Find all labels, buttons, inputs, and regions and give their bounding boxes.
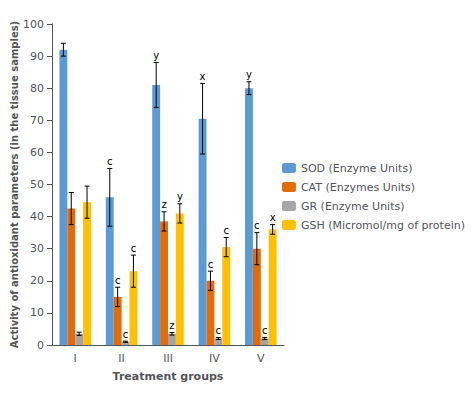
svg-text:Activity of antioxidant parame: Activity of antioxidant parameters (in t… [9, 21, 20, 348]
svg-text:I: I [74, 352, 77, 365]
svg-text:80: 80 [30, 82, 44, 95]
svg-text:c: c [131, 243, 137, 254]
svg-text:y: y [153, 50, 159, 61]
svg-text:c: c [115, 275, 121, 286]
svg-text:40: 40 [30, 210, 44, 223]
svg-text:y: y [246, 69, 252, 80]
svg-text:y: y [177, 191, 183, 202]
svg-text:90: 90 [30, 50, 44, 63]
svg-text:z: z [169, 320, 174, 331]
svg-text:70: 70 [30, 114, 44, 127]
svg-text:IV: IV [209, 352, 220, 365]
svg-text:II: II [118, 352, 125, 365]
svg-text:100: 100 [23, 18, 44, 31]
svg-text:x: x [200, 71, 206, 82]
svg-text:c: c [123, 329, 129, 340]
svg-text:SOD (Enzyme Units): SOD (Enzyme Units) [301, 162, 413, 175]
svg-text:GR (Enzyme Units): GR (Enzyme Units) [301, 200, 405, 213]
svg-text:GSH (Micromol/mg of protein): GSH (Micromol/mg of protein) [301, 219, 465, 232]
svg-text:c: c [208, 259, 214, 270]
svg-text:V: V [257, 352, 265, 365]
svg-text:c: c [223, 225, 229, 236]
svg-text:c: c [216, 325, 222, 336]
svg-text:x: x [270, 212, 276, 223]
svg-text:60: 60 [30, 146, 44, 159]
svg-text:20: 20 [30, 274, 44, 287]
svg-text:z: z [161, 199, 166, 210]
svg-text:III: III [163, 352, 173, 365]
svg-text:Treatment groups: Treatment groups [113, 370, 224, 383]
svg-text:CAT (Enzymes Units): CAT (Enzymes Units) [301, 181, 415, 194]
svg-text:30: 30 [30, 242, 44, 255]
svg-text:50: 50 [30, 178, 44, 191]
svg-text:c: c [262, 325, 268, 336]
svg-text:c: c [107, 156, 113, 167]
svg-text:10: 10 [30, 306, 44, 319]
svg-text:c: c [254, 220, 260, 231]
svg-text:0: 0 [37, 339, 44, 352]
